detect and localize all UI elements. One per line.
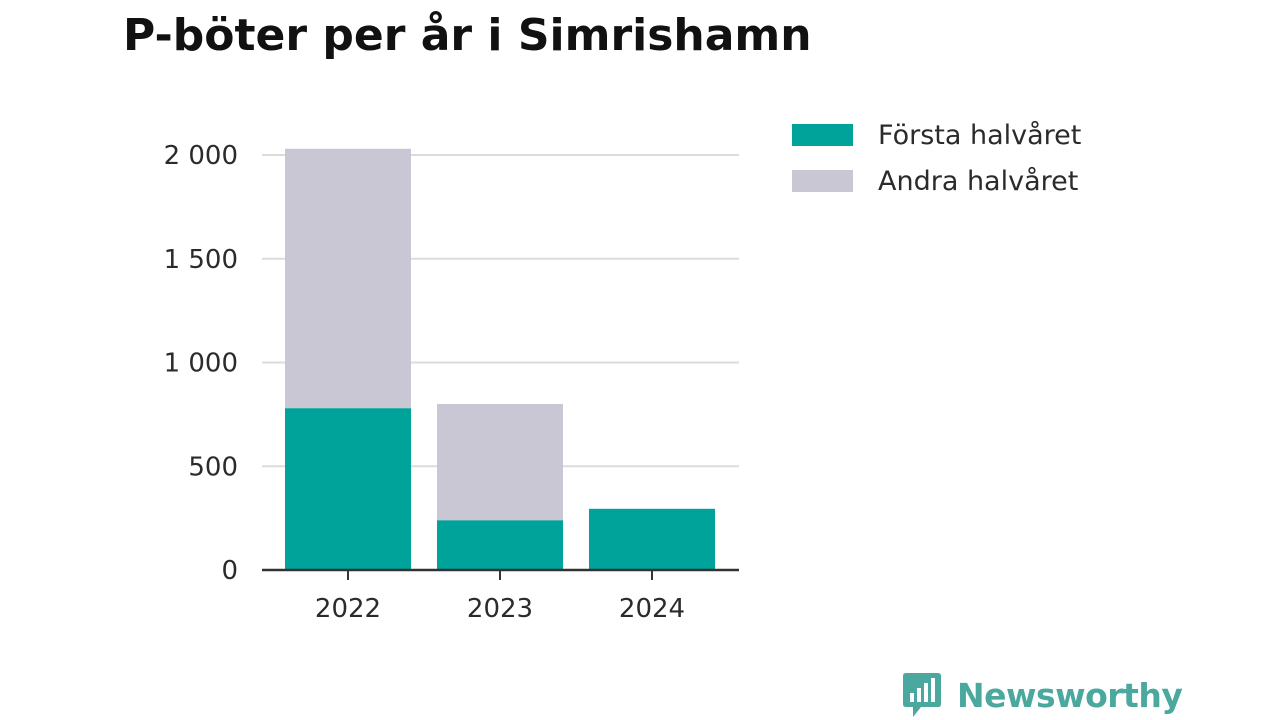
legend-label-second-half: Andra halvåret <box>878 165 1079 197</box>
legend-item-first-half: Första halvåret <box>792 112 1081 158</box>
legend-swatch-first-half <box>792 124 853 146</box>
bar-2023-first-half <box>437 520 563 570</box>
legend-item-second-half: Andra halvåret <box>792 158 1081 204</box>
y-tick-label: 1 500 <box>164 245 238 275</box>
chart-title: P-böter per år i Simrishamn <box>123 10 812 61</box>
y-tick-label: 1 000 <box>164 349 238 379</box>
legend-swatch-second-half <box>792 170 853 192</box>
bar-2024-first-half <box>589 508 715 570</box>
brand-name: Newsworthy <box>957 675 1183 715</box>
bar-2022-first-half <box>285 408 411 570</box>
y-tick-label: 2 000 <box>164 141 238 171</box>
x-tick-label: 2022 <box>315 594 381 624</box>
axes: 0 500 1 000 1 500 2 000 2022 2023 2024 <box>164 141 739 624</box>
bars <box>285 148 715 570</box>
y-tick-label: 0 <box>221 556 238 586</box>
speech-bubble-bar-chart-icon <box>903 673 941 717</box>
legend-label-first-half: Första halvåret <box>878 119 1082 151</box>
bar-2022-second-half <box>285 148 411 409</box>
legend: Första halvåret Andra halvåret <box>792 112 1081 204</box>
bar-2023-second-half <box>437 404 563 521</box>
newsworthy-brand: Newsworthy <box>901 670 1183 720</box>
x-tick-label: 2024 <box>619 594 685 624</box>
y-tick-label: 500 <box>188 452 238 482</box>
x-tick-label: 2023 <box>467 594 533 624</box>
